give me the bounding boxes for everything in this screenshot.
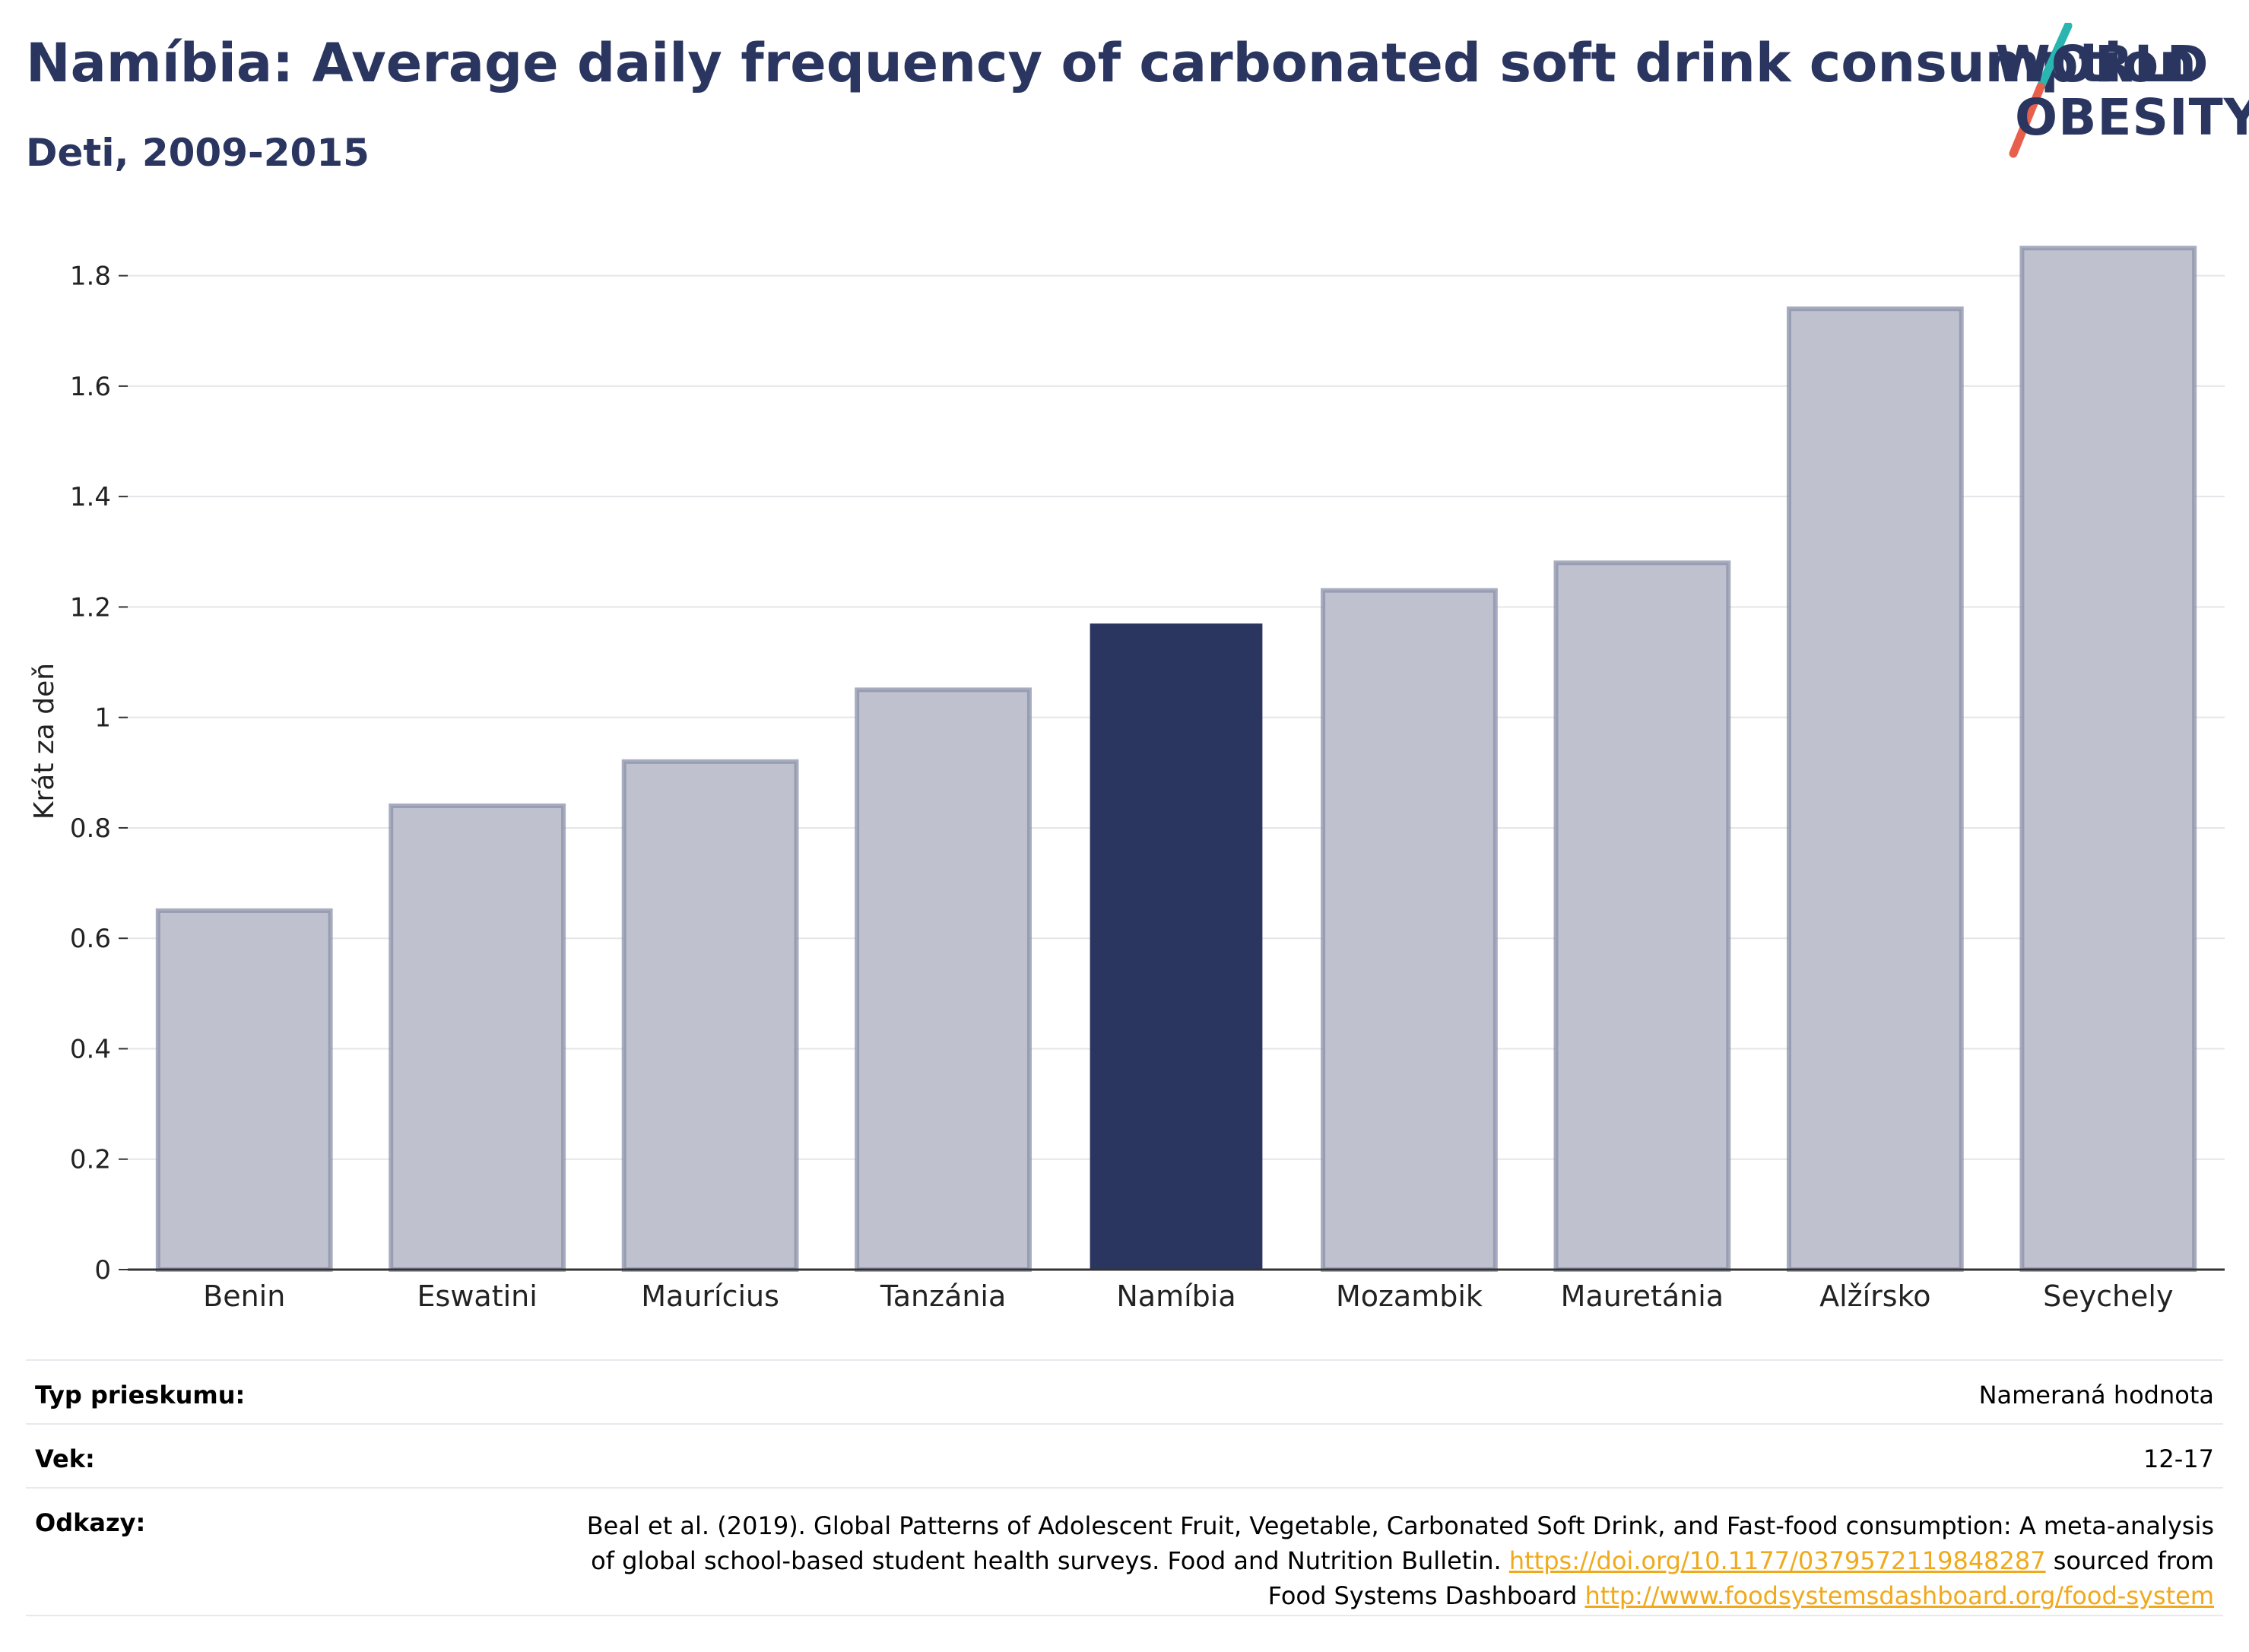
meta-row-references: Odkazy: Beal et al. (2019). Global Patte…: [26, 1487, 2223, 1616]
world-obesity-logo: WORLD OBESITY: [1984, 23, 2249, 160]
y-tick-label: 1: [94, 703, 111, 734]
bar-alžírsko[interactable]: [1786, 306, 1964, 1272]
meta-value: Nameraná hodnota: [1978, 1381, 2214, 1409]
y-tick-label: 1.6: [70, 372, 111, 402]
y-tick-label: 1.4: [70, 482, 111, 512]
axes: 0 0.2 0.4 0.6 0.8 1 1.2 1.4 1.6 1.8 Benin Eswatini M…: [70, 262, 2225, 1313]
bar-mauretánia[interactable]: [1553, 560, 1731, 1272]
bar-seychely[interactable]: [2019, 246, 2197, 1272]
bar-mozambik[interactable]: [1321, 588, 1498, 1272]
logo-line-2: OBESITY: [2015, 88, 2249, 147]
reference-source: sourced from Food Systems Dashboard: [1267, 1546, 2214, 1610]
meta-value: 12-17: [2143, 1444, 2214, 1473]
meta-label: Typ prieskumu:: [35, 1381, 246, 1409]
meta-row-age: Vek: 12-17: [26, 1423, 2223, 1487]
x-tick-label: Seychely: [2043, 1279, 2173, 1313]
y-tick-label: 0.8: [70, 813, 111, 844]
y-tick-label: 1.2: [70, 592, 111, 623]
meta-table: Typ prieskumu: Nameraná hodnota Vek: 12-…: [26, 1359, 2223, 1616]
logo-slash-icon: [2009, 23, 2073, 158]
x-tick-label: Alžírsko: [1819, 1279, 1930, 1313]
x-tick-label: Tanzánia: [880, 1279, 1006, 1313]
reference-citation: Beal et al. (2019). Global Patterns of A…: [586, 1511, 2214, 1575]
x-tick-label: Mozambik: [1336, 1279, 1483, 1313]
x-tick-label: Maurícius: [641, 1279, 779, 1313]
y-tick-label: 0.4: [70, 1034, 111, 1064]
logo-line-1: WORLD: [1995, 35, 2209, 94]
bar-eswatini[interactable]: [389, 803, 566, 1272]
bars: [155, 246, 2197, 1272]
reference-text: Beal et al. (2019). Global Patterns of A…: [557, 1508, 2214, 1613]
x-tick-label: Namíbia: [1116, 1279, 1236, 1313]
x-tick-label: Eswatini: [417, 1279, 538, 1313]
doi-link[interactable]: https://doi.org/10.1177/0379572119848287: [1508, 1546, 2046, 1575]
y-axis-label: Krát za deň: [29, 663, 60, 820]
y-tick-label: 0.2: [70, 1145, 111, 1175]
bar-benin[interactable]: [155, 908, 333, 1272]
meta-row-survey-type: Typ prieskumu: Nameraná hodnota: [26, 1359, 2223, 1423]
chart-title: Namíbia: Average daily frequency of carb…: [26, 32, 2197, 94]
meta-label: Vek:: [35, 1444, 95, 1473]
x-tick-label: Benin: [203, 1279, 285, 1313]
y-tick-label: 1.8: [70, 262, 111, 292]
bar-maurícius[interactable]: [621, 759, 799, 1272]
meta-label: Odkazy:: [35, 1508, 146, 1537]
y-tick-label: 0.6: [70, 924, 111, 954]
x-tick-label: Mauretánia: [1561, 1279, 1724, 1313]
chart-subtitle: Deti, 2009-2015: [26, 131, 370, 175]
y-tick-label: 0: [94, 1255, 111, 1286]
bar-tanzánia[interactable]: [855, 687, 1032, 1272]
bar-chart: 0 0.2 0.4 0.6 0.8 1 1.2 1.4 1.6 1.8 Benin Eswatini M…: [29, 246, 2225, 1313]
bar-namíbia[interactable]: [1090, 623, 1263, 1270]
dashboard-link[interactable]: http://www.foodsystemsdashboard.org/food…: [1584, 1581, 2214, 1610]
